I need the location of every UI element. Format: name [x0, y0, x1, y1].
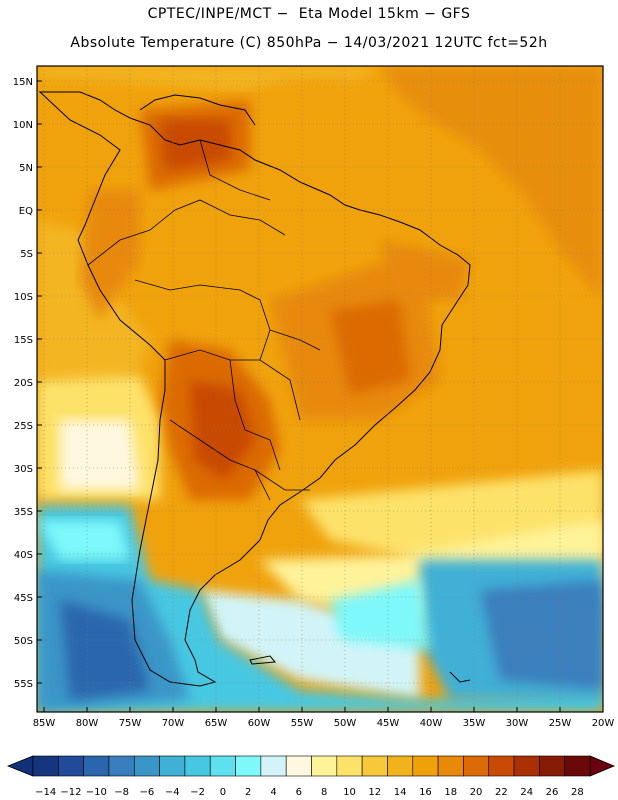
lat-label: 50S: [14, 636, 33, 647]
colorbar: −14 −12 −10 −8 −6 −4 −2 0 2 4 6 8 10 12 14 16 18 20 22 24 26…: [6, 755, 616, 798]
colorbar-swatch: [539, 755, 565, 777]
lon-label: 70W: [162, 718, 185, 729]
latitude-axis: 15N 10N 5N EQ 5S 10S 15S 20S 25S 30S 35S 40S 45S 50S 5…: [13, 77, 42, 690]
colorbar-label: 10: [343, 787, 356, 798]
lat-label: 55S: [14, 679, 33, 690]
colorbar-swatch: [108, 755, 135, 777]
lon-label: 20W: [592, 718, 615, 729]
lat-label: 45S: [14, 593, 33, 604]
colorbar-label: 12: [368, 787, 381, 798]
colorbar-label: 24: [520, 787, 533, 798]
colorbar-swatch: [437, 755, 464, 777]
lon-label: 45W: [377, 718, 400, 729]
colorbar-swatch: [285, 755, 312, 777]
lat-label: 5S: [20, 249, 33, 260]
colorbar-swatch: [463, 755, 490, 777]
colorbar-label: 22: [495, 787, 508, 798]
colorbar-swatch: [336, 755, 363, 777]
colorbar-label: 0: [220, 787, 226, 798]
lat-label: EQ: [19, 206, 33, 217]
lon-label: 55W: [291, 718, 314, 729]
lat-label: 35S: [14, 507, 33, 518]
colorbar-label: 18: [444, 787, 457, 798]
colorbar-swatch: [311, 755, 338, 777]
colorbar-label: 20: [470, 787, 483, 798]
colorbar-label: −2: [190, 787, 205, 798]
lat-label: 10N: [13, 120, 33, 131]
colorbar-swatch: [58, 755, 84, 777]
colorbar-label: 8: [321, 787, 327, 798]
colorbar-label: 4: [270, 787, 276, 798]
colorbar-swatch: [235, 755, 262, 777]
colorbar-swatch: [159, 755, 186, 777]
colorbar-swatch: [513, 755, 540, 777]
colorbar-swatch: [32, 755, 59, 777]
lon-label: 25W: [549, 718, 572, 729]
coastlines: [38, 91, 471, 687]
colorbar-swatch: [387, 755, 414, 777]
lat-label: 10S: [14, 292, 33, 303]
colorbar-label: −4: [165, 787, 180, 798]
lat-label: 5N: [19, 163, 33, 174]
colorbar-over-arrow: [589, 755, 616, 777]
temperature-field: [37, 66, 603, 712]
colorbar-label: 28: [571, 787, 584, 798]
lat-label: 15N: [13, 77, 33, 88]
colorbar-label: −14: [35, 787, 56, 798]
colorbar-label: −8: [114, 787, 129, 798]
lat-label: 20S: [14, 378, 33, 389]
colorbar-label: 6: [296, 787, 302, 798]
longitude-axis: 85W 80W 75W 70W 65W 60W 55W 50W 45W 40W 35W 30W 25W 2…: [33, 707, 615, 729]
colorbar-swatch: [209, 755, 236, 777]
lon-label: 35W: [463, 718, 486, 729]
colorbar-label: −12: [60, 787, 81, 798]
colorbar-under-arrow: [6, 755, 34, 777]
lat-label: 25S: [14, 421, 33, 432]
colorbar-swatch: [412, 755, 439, 777]
map-title-line1: CPTEC/INPE/MCT − Eta Model 15km − GFS: [147, 6, 471, 22]
lat-label: 30S: [14, 464, 33, 475]
colorbar-swatch: [488, 755, 515, 777]
lon-label: 80W: [76, 718, 99, 729]
colorbar-label: 2: [245, 787, 251, 798]
lon-label: 85W: [33, 718, 56, 729]
lat-label: 15S: [14, 335, 33, 346]
colorbar-label: 14: [394, 787, 407, 798]
colorbar-swatch: [361, 755, 388, 777]
colorbar-swatch: [83, 755, 110, 777]
colorbar-swatch: [260, 755, 287, 777]
colorbar-swatch: [133, 755, 160, 777]
colorbar-swatch: [184, 755, 211, 777]
colorbar-label: 16: [419, 787, 432, 798]
colorbar-label: −6: [140, 787, 155, 798]
lon-label: 40W: [420, 718, 443, 729]
country-borders: [87, 139, 321, 501]
colorbar-label: 26: [546, 787, 559, 798]
lon-label: 30W: [506, 718, 529, 729]
colorbar-label: −10: [86, 787, 107, 798]
lon-label: 75W: [119, 718, 142, 729]
lon-label: 60W: [248, 718, 271, 729]
lon-label: 65W: [205, 718, 228, 729]
colorbar-swatch: [564, 755, 591, 777]
lat-label: 40S: [14, 550, 33, 561]
map-frame: [36, 65, 604, 713]
map-title-line2: Absolute Temperature (C) 850hPa − 14/03/…: [70, 35, 548, 51]
lon-label: 50W: [334, 718, 357, 729]
